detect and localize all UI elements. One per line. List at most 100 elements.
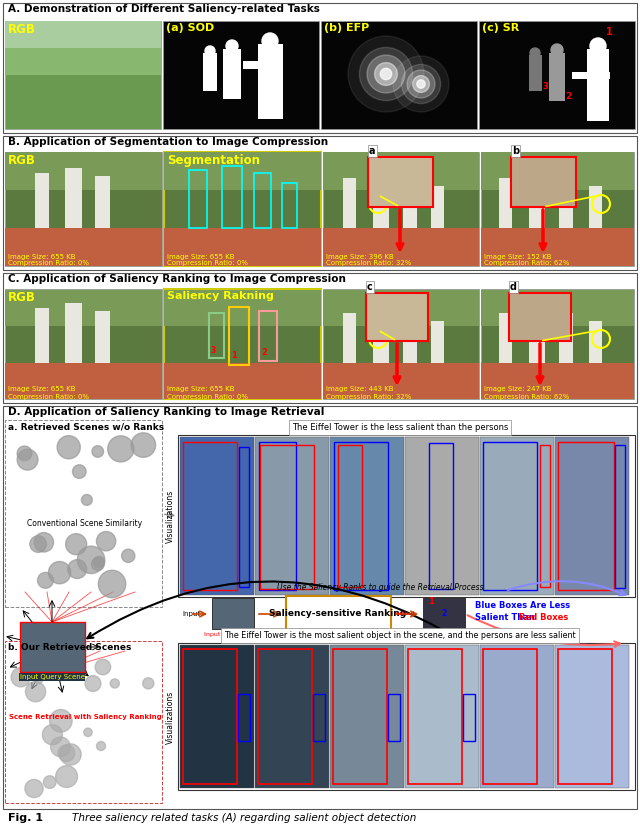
- Bar: [511, 157, 576, 207]
- Bar: [366, 293, 428, 341]
- Bar: [3, 3, 637, 133]
- Bar: [3, 273, 637, 403]
- Text: The Eiffel Tower is the less salient than the persons: The Eiffel Tower is the less salient tha…: [292, 423, 508, 432]
- Circle shape: [44, 776, 56, 788]
- Circle shape: [590, 38, 606, 54]
- Bar: [255, 645, 329, 788]
- Bar: [330, 437, 404, 595]
- Circle shape: [11, 667, 30, 687]
- Bar: [164, 363, 321, 399]
- Circle shape: [25, 779, 43, 797]
- Bar: [258, 44, 283, 119]
- Bar: [5, 363, 162, 399]
- Bar: [429, 443, 453, 589]
- Circle shape: [30, 536, 47, 552]
- Circle shape: [393, 56, 449, 112]
- Bar: [164, 152, 321, 266]
- Text: Three saliency related tasks (A) regarding salient object detection: Three saliency related tasks (A) regardi…: [72, 813, 417, 823]
- Text: Image Size: 655 KB
Compression Ratio: 0%: Image Size: 655 KB Compression Ratio: 0%: [167, 254, 248, 266]
- Bar: [509, 293, 571, 341]
- Bar: [403, 178, 417, 228]
- Bar: [65, 168, 82, 228]
- Bar: [209, 313, 224, 358]
- Bar: [35, 173, 49, 228]
- Circle shape: [17, 449, 38, 470]
- Text: Salient Than: Salient Than: [475, 614, 538, 623]
- Circle shape: [57, 436, 80, 459]
- Bar: [258, 649, 312, 784]
- Bar: [615, 445, 625, 588]
- Bar: [254, 173, 271, 228]
- Text: Visualizations: Visualizations: [166, 691, 175, 743]
- Bar: [5, 228, 162, 266]
- Text: Input Query Scene: Input Query Scene: [204, 632, 262, 637]
- Circle shape: [34, 533, 54, 552]
- Text: b: b: [512, 146, 519, 156]
- Text: RGB: RGB: [8, 23, 36, 36]
- Bar: [239, 447, 249, 587]
- Text: 2: 2: [441, 609, 446, 618]
- Text: 1: 1: [231, 351, 237, 360]
- Circle shape: [68, 560, 86, 579]
- Bar: [479, 21, 635, 129]
- Text: 1: 1: [428, 597, 434, 606]
- Bar: [323, 290, 479, 326]
- Circle shape: [72, 465, 86, 478]
- Bar: [282, 183, 297, 228]
- Bar: [333, 649, 387, 784]
- Bar: [480, 645, 554, 788]
- Bar: [5, 290, 162, 326]
- Text: Image Size: 396 KB
Compression Ratio: 32%: Image Size: 396 KB Compression Ratio: 32…: [326, 254, 412, 266]
- Text: Conventional Scene Similarity: Conventional Scene Similarity: [28, 519, 143, 528]
- Bar: [164, 289, 321, 399]
- Circle shape: [407, 70, 435, 98]
- Circle shape: [205, 46, 215, 56]
- Bar: [589, 186, 602, 228]
- Bar: [343, 178, 356, 228]
- Circle shape: [530, 48, 540, 58]
- Text: 3: 3: [542, 82, 548, 91]
- Circle shape: [42, 724, 63, 745]
- Text: D. Application of Saliency Ranking to Image Retrieval: D. Application of Saliency Ranking to Im…: [8, 407, 324, 417]
- Bar: [555, 645, 629, 788]
- Bar: [334, 442, 388, 590]
- Circle shape: [380, 69, 392, 79]
- Text: c: c: [367, 282, 372, 292]
- Bar: [483, 649, 537, 784]
- Bar: [178, 435, 635, 597]
- Text: 1: 1: [606, 27, 612, 37]
- Circle shape: [58, 745, 75, 762]
- Bar: [368, 157, 433, 207]
- Bar: [259, 442, 296, 590]
- Bar: [164, 290, 321, 326]
- Bar: [183, 442, 237, 590]
- Text: C. Application of Saliency Ranking to Image Compression: C. Application of Saliency Ranking to Im…: [8, 274, 346, 284]
- Text: Blue Boxes Are Less: Blue Boxes Are Less: [475, 601, 570, 610]
- Circle shape: [84, 728, 92, 737]
- Text: RGB: RGB: [8, 291, 36, 304]
- Bar: [313, 694, 325, 741]
- Circle shape: [60, 743, 81, 765]
- Text: Use the Saliency Ranks to guide the Retrieval Process: Use the Saliency Ranks to guide the Retr…: [276, 583, 483, 592]
- Bar: [338, 445, 362, 587]
- Text: Image Size: 152 KB
Compression Ratio: 62%: Image Size: 152 KB Compression Ratio: 62…: [484, 254, 570, 266]
- Circle shape: [374, 63, 397, 85]
- Bar: [255, 437, 329, 595]
- Bar: [5, 21, 161, 75]
- Circle shape: [51, 737, 70, 757]
- Bar: [3, 406, 637, 809]
- Circle shape: [401, 65, 440, 103]
- Bar: [229, 307, 249, 365]
- Circle shape: [92, 446, 104, 457]
- Bar: [95, 176, 110, 228]
- Circle shape: [92, 557, 104, 571]
- Bar: [259, 311, 277, 361]
- Text: Image Size: 247 KB
Compression Ratio: 62%: Image Size: 247 KB Compression Ratio: 62…: [484, 386, 570, 399]
- Circle shape: [34, 675, 43, 684]
- Text: Fig. 1: Fig. 1: [8, 813, 43, 823]
- Bar: [388, 694, 400, 741]
- Text: Red Boxes: Red Boxes: [519, 614, 568, 623]
- Bar: [529, 170, 545, 228]
- Text: 2: 2: [565, 92, 572, 101]
- Text: b. Our Retrieved Scenes: b. Our Retrieved Scenes: [8, 643, 131, 652]
